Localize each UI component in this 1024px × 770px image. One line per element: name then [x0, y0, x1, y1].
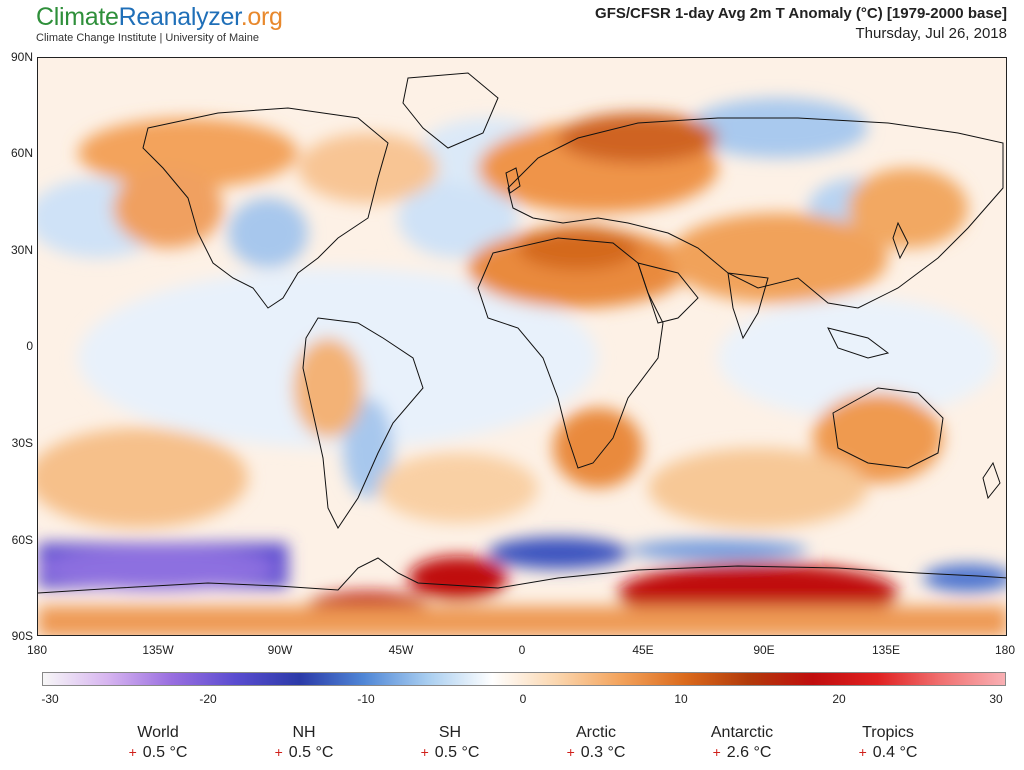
stat-value-arctic: +0.3 °C — [536, 744, 656, 762]
anomaly-map-svg — [38, 58, 1006, 635]
stat-name-world: World — [137, 724, 179, 741]
lon-label-135w: 135W — [142, 643, 174, 657]
colorbar-tick-0: 0 — [519, 692, 527, 706]
stat-name-arctic: Arctic — [576, 724, 616, 741]
stat-value-nh: +0.5 °C — [244, 744, 364, 762]
plus-icon: + — [128, 744, 137, 760]
map-date: Thursday, Jul 26, 2018 — [855, 25, 1007, 42]
lat-label-30n: 30N — [10, 243, 33, 257]
stat-antarctic: Antarctic +2.6 °C — [682, 724, 802, 762]
colorbar-tick-neg30: -30 — [41, 692, 59, 706]
stat-nh: NH +0.5 °C — [244, 724, 364, 762]
plus-icon: + — [420, 744, 429, 760]
plus-icon: + — [566, 744, 575, 760]
lat-label-90s: 90S — [11, 629, 33, 643]
color-scale-bar — [42, 672, 1006, 686]
regional-stats: World +0.5 °C NH +0.5 °C SH +0.5 °C Arct… — [0, 724, 1024, 770]
plus-icon: + — [858, 744, 867, 760]
stat-sh: SH +0.5 °C — [390, 724, 510, 762]
stat-value-tropics-text: 0.4 °C — [872, 744, 918, 761]
colorbar-tick-20: 20 — [832, 692, 846, 706]
logo-reanalyzer: Reanalyzer — [118, 3, 241, 31]
lon-label-180e: 180 — [994, 643, 1016, 657]
logo-org: .org — [240, 3, 283, 31]
site-logo[interactable]: ClimateReanalyzer.org Climate Change Ins… — [36, 4, 283, 44]
colorbar-tick-10: 10 — [674, 692, 688, 706]
plus-icon: + — [712, 744, 721, 760]
lat-label-60n: 60N — [10, 146, 33, 160]
coastlines — [38, 72, 1006, 594]
lon-label-135e: 135E — [871, 643, 901, 657]
stat-name-sh: SH — [438, 724, 462, 741]
lon-label-90w: 90W — [267, 643, 293, 657]
stat-value-world-text: 0.5 °C — [142, 744, 188, 761]
lat-label-30s: 30S — [11, 436, 33, 450]
logo-text[interactable]: ClimateReanalyzer.org — [36, 4, 283, 30]
colorbar-tick-neg10: -10 — [357, 692, 375, 706]
stat-world: World +0.5 °C — [98, 724, 218, 762]
lon-label-90e: 90E — [753, 643, 775, 657]
lat-label-0: 0 — [26, 339, 33, 353]
colorbar-tick-30: 30 — [989, 692, 1003, 706]
lat-label-60s: 60S — [11, 533, 33, 547]
lon-label-45w: 45W — [388, 643, 414, 657]
map-title: GFS/CFSR 1-day Avg 2m T Anomaly (°C) [19… — [595, 5, 1007, 22]
colorbar-tick-neg20: -20 — [199, 692, 217, 706]
lat-label-90n: 90N — [10, 50, 33, 64]
stat-value-nh-text: 0.5 °C — [288, 744, 334, 761]
anomaly-map[interactable] — [37, 57, 1007, 636]
stat-name-antarctic: Antarctic — [710, 724, 774, 741]
plus-icon: + — [274, 744, 283, 760]
stat-value-world: +0.5 °C — [98, 744, 218, 762]
stat-value-antarctic: +2.6 °C — [682, 744, 802, 762]
stat-value-antarctic-text: 2.6 °C — [726, 744, 772, 761]
lon-label-45e: 45E — [632, 643, 654, 657]
logo-climate: Climate — [36, 3, 119, 31]
stat-name-nh: NH — [292, 724, 316, 741]
stat-name-tropics: Tropics — [862, 724, 914, 741]
stat-arctic: Arctic +0.3 °C — [536, 724, 656, 762]
stat-tropics: Tropics +0.4 °C — [828, 724, 948, 762]
lon-label-180w: 180 — [26, 643, 48, 657]
stat-value-arctic-text: 0.3 °C — [580, 744, 626, 761]
site-subtitle: Climate Change Institute | University of… — [36, 32, 259, 44]
stat-value-tropics: +0.4 °C — [828, 744, 948, 762]
stat-value-sh-text: 0.5 °C — [434, 744, 480, 761]
lon-label-0: 0 — [518, 643, 526, 657]
anomaly-field — [38, 98, 1006, 635]
stat-value-sh: +0.5 °C — [390, 744, 510, 762]
